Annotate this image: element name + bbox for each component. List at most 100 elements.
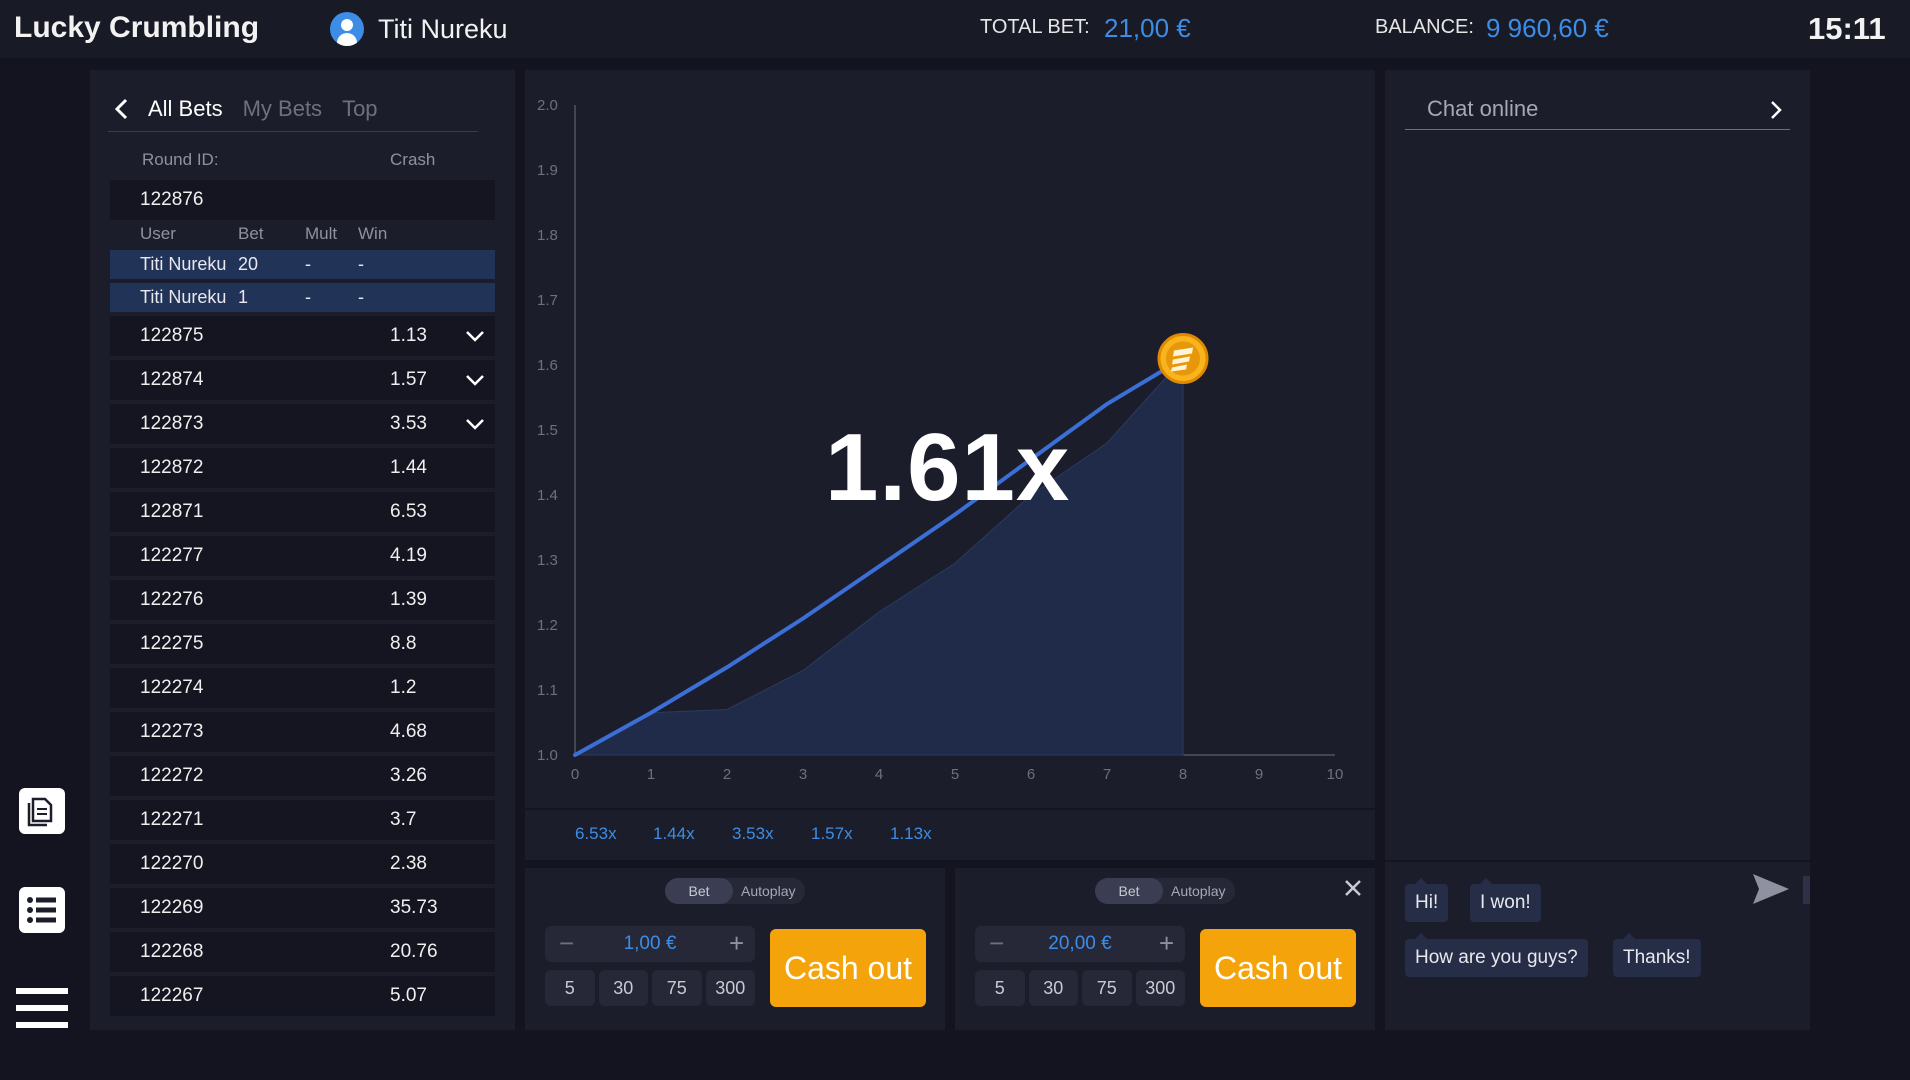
quick-amount-button[interactable]: 300 — [1135, 970, 1185, 1006]
round-id: 122269 — [140, 897, 204, 918]
round-id: 122873 — [140, 413, 204, 434]
multiplier-chart: 1.0 1.1 1.2 1.3 1.4 1.5 1.6 1.7 1.8 1.9 2.0 0 1 2 3 4 5 6… — [537, 97, 1343, 783]
cash-out-button[interactable]: Cash out — [1200, 929, 1356, 1007]
tab-all-bets[interactable]: All Bets — [148, 96, 223, 121]
chevron-down-icon[interactable] — [464, 370, 486, 390]
chevron-down-icon[interactable] — [464, 326, 486, 346]
history-item: 3.53x — [732, 824, 774, 843]
quick-amounts: 5 30 75 300 — [545, 970, 755, 1006]
chevron-right-icon[interactable] — [1766, 98, 1786, 122]
round-row[interactable]: 122276 1.39 — [110, 580, 495, 620]
minus-icon[interactable]: − — [559, 928, 575, 958]
round-row[interactable]: 122874 1.57 — [110, 360, 495, 400]
expanded-round-header: User Bet Mult Win — [110, 220, 495, 250]
quick-amount-button[interactable]: 30 — [598, 970, 648, 1006]
round-row[interactable]: 122274 1.2 — [110, 668, 495, 708]
round-id: 122275 — [140, 633, 204, 654]
mode-autoplay-tab[interactable]: Autoplay — [741, 883, 796, 899]
tab-top[interactable]: Top — [342, 96, 378, 121]
round-row[interactable]: 122270 2.38 — [110, 844, 495, 884]
round-row[interactable]: 122271 3.7 — [110, 800, 495, 840]
bet-amount-stepper[interactable]: − 1,00 € + — [545, 926, 755, 962]
quick-message-chip[interactable]: Hi! — [1405, 878, 1449, 922]
chart-panel: 1.0 1.1 1.2 1.3 1.4 1.5 1.6 1.7 1.8 1.9 2.0 0 1 2 3 4 5 6… — [525, 70, 1375, 808]
round-crash: 1.2 — [390, 677, 417, 698]
round-row-expanded[interactable]: 122876 — [110, 180, 495, 220]
chat-header[interactable]: Chat online — [1405, 96, 1790, 130]
clock: 15:11 — [1808, 11, 1886, 46]
mode-toggle[interactable]: Bet Autoplay — [1095, 878, 1235, 904]
menu-icon[interactable] — [16, 985, 68, 1031]
round-row[interactable]: 122875 1.13 — [110, 316, 495, 356]
y-tick-label: 2.0 — [537, 97, 558, 114]
round-crash: 8.8 — [390, 633, 417, 654]
quick-message-chip[interactable]: How are you guys? — [1405, 933, 1588, 977]
round-row[interactable]: 122872 1.44 — [110, 448, 495, 488]
back-arrow-icon[interactable] — [108, 94, 138, 124]
x-tick-label: 9 — [1255, 766, 1263, 783]
x-tick-label: 3 — [799, 766, 807, 783]
user-profile[interactable]: Titi Nureku — [330, 10, 508, 48]
round-crash: 2.38 — [390, 853, 427, 874]
chat-panel: Chat online — [1385, 70, 1810, 860]
quick-amount-button[interactable]: 75 — [652, 970, 702, 1006]
minus-icon[interactable]: − — [989, 928, 1005, 958]
quick-message-chip[interactable]: I won! — [1470, 878, 1541, 922]
round-crash: 1.57 — [390, 369, 427, 390]
mode-autoplay-tab[interactable]: Autoplay — [1171, 883, 1226, 899]
cash-out-button[interactable]: Cash out — [770, 929, 926, 1007]
round-row[interactable]: 122275 8.8 — [110, 624, 495, 664]
bet-panel-1: Bet Autoplay − 1,00 € + 5 30 75 300 Cash… — [525, 868, 945, 1030]
mode-bet-tab[interactable]: Bet — [1095, 878, 1163, 904]
round-row[interactable]: 122873 3.53 — [110, 404, 495, 444]
list-icon[interactable] — [16, 884, 68, 936]
chevron-down-icon[interactable] — [464, 414, 486, 434]
bet-win: - — [358, 254, 364, 274]
round-row[interactable]: 122269 35.73 — [110, 888, 495, 928]
send-icon[interactable] — [1751, 870, 1791, 908]
mode-bet-tab[interactable]: Bet — [665, 878, 733, 904]
bet-amount-input[interactable]: 1,00 € — [623, 933, 677, 954]
round-crash: 5.07 — [390, 985, 427, 1006]
coin-symbol — [1171, 347, 1193, 372]
quick-amount-button[interactable]: 300 — [705, 970, 755, 1006]
round-row[interactable]: 122277 4.19 — [110, 536, 495, 576]
app-title: Lucky Crumbling — [14, 11, 260, 44]
round-row[interactable]: 122272 3.26 — [110, 756, 495, 796]
bet-amount-stepper[interactable]: − 20,00 € + — [975, 926, 1185, 962]
round-row[interactable]: 122871 6.53 — [110, 492, 495, 532]
round-crash: 1.13 — [390, 325, 427, 346]
round-id: 122272 — [140, 765, 204, 786]
x-tick-label: 8 — [1179, 766, 1187, 783]
round-crash: 3.53 — [390, 413, 427, 434]
crash-header: Crash — [390, 150, 436, 169]
tab-my-bets[interactable]: My Bets — [242, 96, 323, 121]
top-bar: Lucky Crumbling Titi Nureku TOTAL BET: 2… — [0, 0, 1910, 58]
round-id: 122270 — [140, 853, 204, 874]
round-id: 122875 — [140, 325, 204, 346]
col-user: User — [140, 224, 176, 243]
quick-amount-button[interactable]: 30 — [1028, 970, 1078, 1006]
y-tick-label: 1.1 — [537, 682, 558, 699]
x-tick-label: 4 — [875, 766, 883, 783]
round-id: 122273 — [140, 721, 204, 742]
round-row[interactable]: 122268 20.76 — [110, 932, 495, 972]
round-crash: 4.19 — [390, 545, 427, 566]
quick-amount-button[interactable]: 75 — [1082, 970, 1132, 1006]
quick-amount-button[interactable]: 5 — [545, 970, 595, 1006]
bet-amount-input[interactable]: 20,00 € — [1048, 933, 1112, 954]
document-icon[interactable] — [16, 785, 68, 837]
scrollbar[interactable] — [1803, 876, 1810, 904]
round-row[interactable]: 122267 5.07 — [110, 976, 495, 1016]
plus-icon[interactable]: + — [729, 928, 745, 958]
close-icon[interactable] — [1343, 878, 1363, 898]
round-row[interactable]: 122273 4.68 — [110, 712, 495, 752]
bet-mult: - — [305, 287, 311, 307]
mode-toggle[interactable]: Bet Autoplay — [665, 878, 805, 904]
plus-icon[interactable]: + — [1159, 928, 1175, 958]
quick-amount-button[interactable]: 5 — [975, 970, 1025, 1006]
quick-message-chip[interactable]: Thanks! — [1613, 933, 1701, 977]
round-crash: 3.7 — [390, 809, 417, 830]
round-id: 122277 — [140, 545, 204, 566]
round-id-header: Round ID: — [142, 150, 219, 169]
